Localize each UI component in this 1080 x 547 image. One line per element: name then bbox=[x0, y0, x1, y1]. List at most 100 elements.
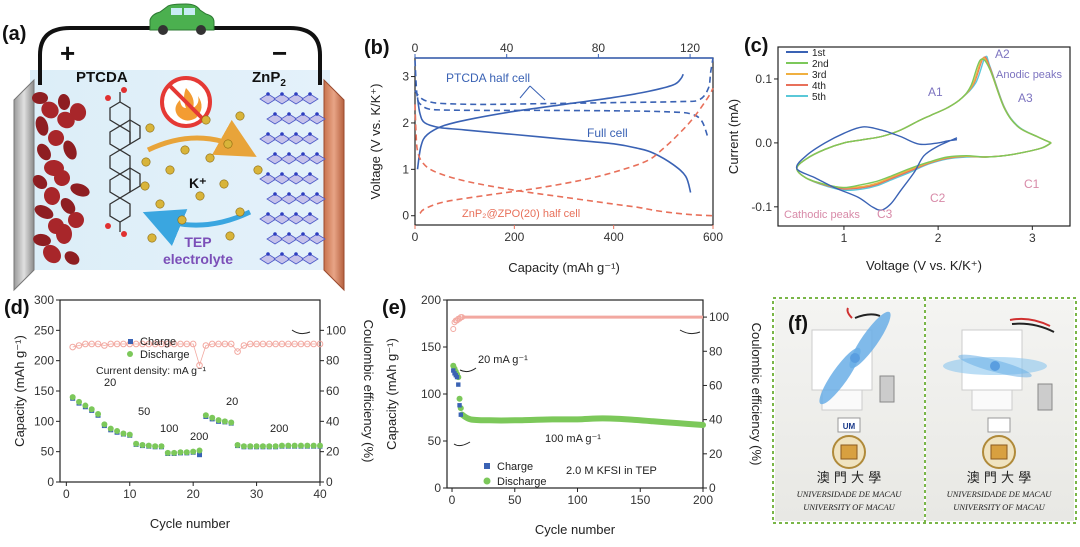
university-seal-icon-2 bbox=[982, 435, 1016, 469]
znp2-tile bbox=[301, 93, 319, 105]
discharge-point bbox=[120, 430, 127, 437]
znp2-atom bbox=[308, 132, 312, 136]
znp2-tile bbox=[259, 133, 277, 145]
znp2-atom bbox=[315, 192, 319, 196]
x-tick-label: 150 bbox=[630, 493, 650, 507]
y2-tick-label: 0 bbox=[326, 475, 333, 489]
potassium-ion bbox=[145, 123, 155, 133]
x-tick-label: 100 bbox=[567, 493, 587, 507]
photo-right-subtitle-1: UNIVERSIDADE DE MACAU bbox=[947, 489, 1053, 499]
potassium-ion bbox=[235, 111, 245, 121]
znp2-tile bbox=[301, 213, 319, 225]
discharge-point bbox=[317, 442, 323, 449]
rate-label: 200 bbox=[270, 423, 288, 435]
ce-point bbox=[215, 340, 222, 348]
chart-e-label: (e) bbox=[382, 297, 406, 319]
znp2-tile bbox=[301, 173, 319, 185]
discharge-point bbox=[228, 419, 235, 426]
znp2-atom bbox=[287, 112, 291, 116]
y2-tick-label: 60 bbox=[326, 384, 340, 398]
znp2-tile bbox=[294, 113, 312, 125]
znp2-tile bbox=[259, 93, 277, 105]
discharge-point bbox=[215, 417, 222, 424]
znp2-tile bbox=[308, 153, 326, 165]
series-line bbox=[419, 87, 714, 214]
legend-discharge-marker bbox=[483, 477, 491, 485]
y-tick-label: 200 bbox=[421, 293, 441, 307]
ce-point bbox=[259, 340, 267, 348]
x-tick-label: 30 bbox=[250, 487, 264, 501]
chart-b: (b) 0 1 2 3 0 200 400 600 0 40 80 120 Capacity (mAh g… bbox=[364, 37, 723, 275]
znp2-atom bbox=[266, 132, 270, 136]
chart-b-label: (b) bbox=[364, 37, 390, 59]
y2-tick-label: 20 bbox=[709, 447, 723, 461]
ce-point bbox=[316, 340, 324, 348]
chart-d-label: (d) bbox=[4, 297, 30, 319]
cv-curve-1st bbox=[795, 126, 958, 211]
znp2-tile bbox=[273, 173, 291, 185]
ce-point bbox=[234, 348, 241, 355]
ce-point bbox=[75, 342, 83, 349]
znp2-tile bbox=[280, 193, 298, 205]
znp2-atom bbox=[280, 212, 284, 216]
znp2-atom bbox=[273, 232, 277, 236]
y-tick-label: 3 bbox=[402, 70, 409, 84]
legend-label: Charge bbox=[497, 461, 533, 473]
charge-point bbox=[457, 403, 462, 408]
znp2-tile bbox=[280, 233, 298, 245]
potassium-ion bbox=[225, 231, 235, 241]
x-tick-label: 600 bbox=[703, 230, 723, 244]
annotation: Cathodic peaks bbox=[784, 209, 860, 221]
potassium-ions bbox=[140, 111, 263, 243]
y2-tick-label: 100 bbox=[709, 310, 729, 324]
znp2-atom bbox=[294, 212, 298, 216]
y-tick-label: 150 bbox=[421, 340, 441, 354]
znp2-atom bbox=[280, 132, 284, 136]
positive-terminal: + bbox=[60, 38, 75, 68]
ce-point bbox=[139, 340, 146, 348]
ce-point bbox=[450, 326, 457, 333]
znp2-atom bbox=[273, 112, 277, 116]
ptcda-particle bbox=[43, 187, 61, 205]
discharge-point bbox=[190, 448, 197, 455]
ce-line bbox=[72, 343, 320, 367]
ptcda-particle bbox=[32, 175, 48, 189]
discharge-point bbox=[221, 418, 228, 425]
ce-pointer-arrow bbox=[679, 329, 701, 335]
ce-point bbox=[253, 340, 260, 348]
znp2-tile bbox=[280, 153, 298, 165]
charge-point bbox=[454, 374, 460, 380]
annotation: Current density: mA g⁻¹ bbox=[96, 365, 207, 377]
annotation-pointer bbox=[519, 85, 531, 99]
legend-label: 2nd bbox=[812, 59, 829, 70]
ce-point bbox=[459, 314, 466, 321]
ce-point bbox=[88, 340, 96, 348]
series-line bbox=[416, 97, 692, 193]
potassium-ion bbox=[165, 165, 175, 175]
znp2-atom bbox=[301, 112, 305, 116]
ce-point bbox=[113, 340, 121, 348]
znp2-tile bbox=[287, 173, 305, 185]
znp2-atom bbox=[273, 192, 277, 196]
znp2-atom bbox=[266, 172, 270, 176]
ce-point bbox=[189, 340, 197, 348]
y2-tick-label: 60 bbox=[709, 378, 723, 392]
znp2-tile bbox=[287, 93, 305, 105]
ce-point bbox=[107, 340, 115, 348]
peak-label: C2 bbox=[930, 191, 946, 205]
ce-point bbox=[221, 340, 229, 348]
znp2-tile bbox=[259, 213, 277, 225]
ptcda-particle bbox=[57, 111, 75, 129]
znp2-tile bbox=[301, 133, 319, 145]
znp2-atom bbox=[301, 232, 305, 236]
legend-label: 3rd bbox=[812, 70, 826, 81]
potassium-ion bbox=[253, 165, 263, 175]
ce-point bbox=[101, 342, 108, 349]
ce-point bbox=[291, 340, 298, 348]
discharge-point bbox=[266, 443, 273, 450]
potassium-ion bbox=[205, 153, 215, 163]
car-icon bbox=[149, 3, 215, 35]
y2-tick-label: 20 bbox=[326, 445, 340, 459]
discharge-point bbox=[107, 425, 114, 432]
znp2-atom bbox=[266, 212, 270, 216]
